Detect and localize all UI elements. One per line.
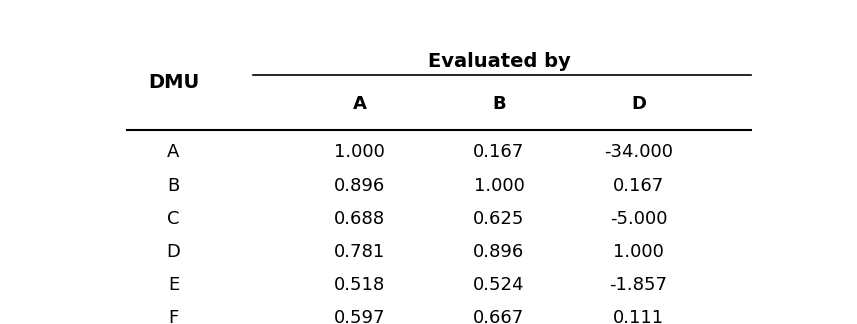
Text: 0.167: 0.167 — [613, 177, 664, 195]
Text: B: B — [492, 95, 506, 113]
Text: -1.857: -1.857 — [609, 276, 668, 294]
Text: -34.000: -34.000 — [604, 144, 673, 161]
Text: A: A — [352, 95, 367, 113]
Text: 0.896: 0.896 — [334, 177, 385, 195]
Text: E: E — [168, 276, 179, 294]
Text: 1.000: 1.000 — [334, 144, 385, 161]
Text: 0.896: 0.896 — [473, 243, 524, 261]
Text: B: B — [167, 177, 180, 195]
Text: 0.518: 0.518 — [334, 276, 385, 294]
Text: 0.167: 0.167 — [473, 144, 524, 161]
Text: 1.000: 1.000 — [474, 177, 524, 195]
Text: 0.625: 0.625 — [473, 210, 524, 228]
Text: D: D — [631, 95, 646, 113]
Text: 0.667: 0.667 — [473, 309, 524, 324]
Text: 0.781: 0.781 — [334, 243, 385, 261]
Text: C: C — [167, 210, 180, 228]
Text: A: A — [167, 144, 180, 161]
Text: 1.000: 1.000 — [613, 243, 664, 261]
Text: F: F — [169, 309, 178, 324]
Text: 0.597: 0.597 — [333, 309, 386, 324]
Text: 0.111: 0.111 — [613, 309, 664, 324]
Text: Evaluated by: Evaluated by — [428, 52, 571, 71]
Text: DMU: DMU — [148, 73, 199, 92]
Text: 0.524: 0.524 — [473, 276, 524, 294]
Text: -5.000: -5.000 — [609, 210, 668, 228]
Text: 0.688: 0.688 — [334, 210, 385, 228]
Text: D: D — [166, 243, 181, 261]
